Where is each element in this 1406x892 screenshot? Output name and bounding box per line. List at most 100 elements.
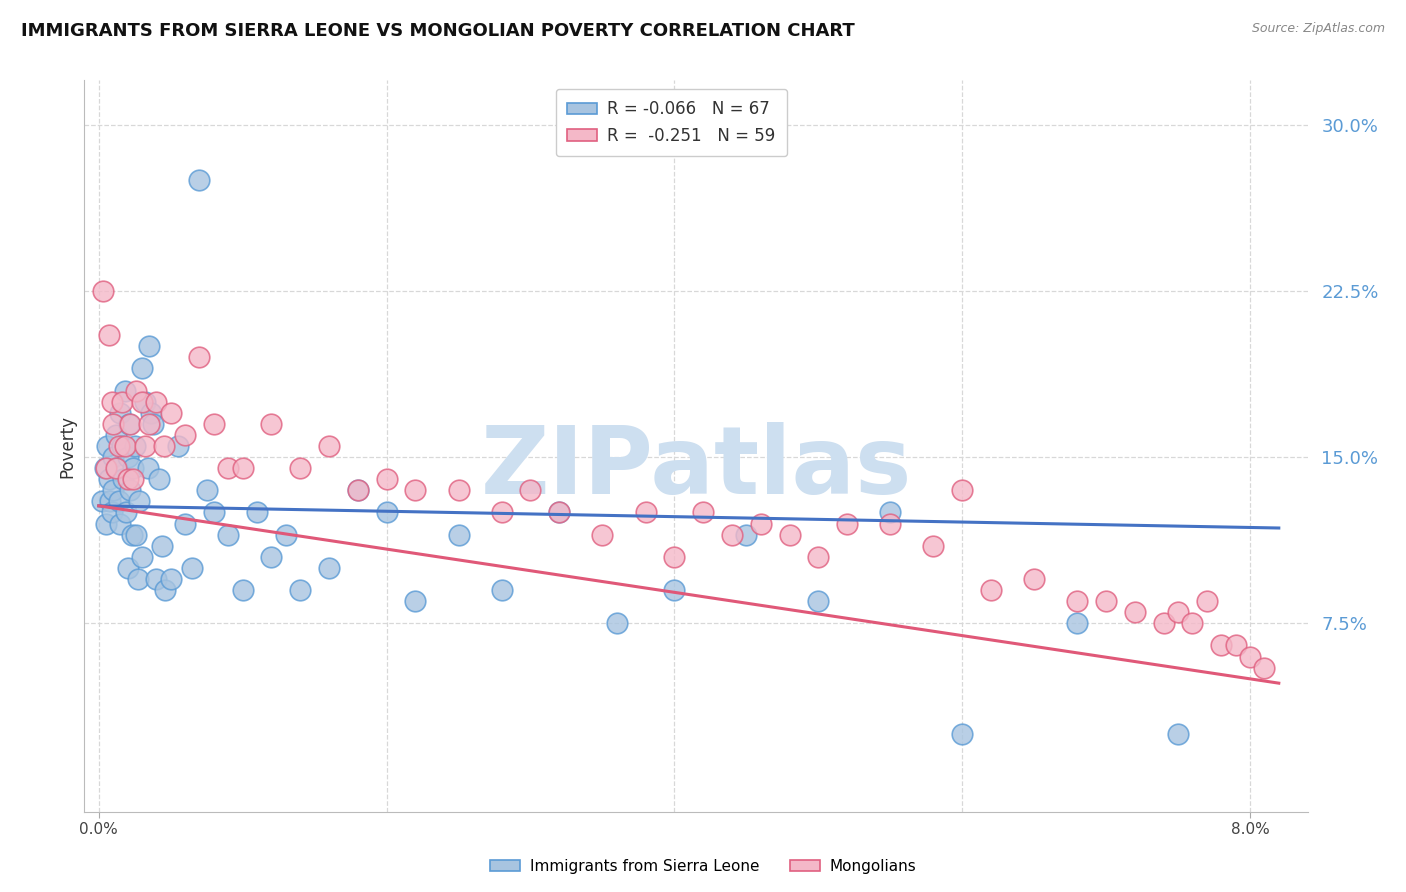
Legend: Immigrants from Sierra Leone, Mongolians: Immigrants from Sierra Leone, Mongolians [484,853,922,880]
Point [202,506,225,520]
Point [152,439,174,453]
Point [664,583,686,598]
Point [114,439,136,453]
Point [127,572,149,586]
Point [93,461,115,475]
Point [139,406,162,420]
Point [1167,605,1189,619]
Point [274,527,297,541]
Point [134,439,156,453]
Point [1195,594,1218,608]
Point [950,483,973,498]
Point [94,516,117,531]
Point [101,450,124,464]
Point [922,539,945,553]
Point [447,527,470,541]
Point [142,417,165,431]
Text: IMMIGRANTS FROM SIERRA LEONE VS MONGOLIAN POVERTY CORRELATION CHART: IMMIGRANTS FROM SIERRA LEONE VS MONGOLIA… [21,22,855,40]
Point [404,483,426,498]
Point [634,506,657,520]
Point [1095,594,1118,608]
Point [134,394,156,409]
Point [1024,572,1046,586]
Point [404,594,426,608]
Point [117,450,139,464]
Point [97,328,120,343]
Point [110,516,132,531]
Point [491,506,513,520]
Point [131,361,153,376]
Point [138,339,160,353]
Point [835,516,858,531]
Point [217,461,239,475]
Point [217,527,239,541]
Point [188,173,211,187]
Point [807,594,830,608]
Point [807,549,830,564]
Point [1225,639,1247,653]
Point [1167,727,1189,741]
Y-axis label: Poverty: Poverty [58,415,76,477]
Point [138,417,160,431]
Point [94,461,117,475]
Point [202,417,225,431]
Point [91,284,114,298]
Point [735,527,758,541]
Point [101,483,124,498]
Point [664,549,686,564]
Point [591,527,613,541]
Text: Source: ZipAtlas.com: Source: ZipAtlas.com [1251,22,1385,36]
Point [232,461,254,475]
Point [1253,660,1275,674]
Point [107,461,129,475]
Point [105,428,128,442]
Point [375,472,398,486]
Point [117,472,139,486]
Point [1239,649,1261,664]
Point [779,527,801,541]
Point [128,494,150,508]
Point [1066,594,1088,608]
Point [174,428,197,442]
Point [131,549,153,564]
Point [181,561,204,575]
Point [159,572,181,586]
Point [721,527,744,541]
Point [98,494,121,508]
Point [260,417,283,431]
Point [980,583,1002,598]
Point [122,461,145,475]
Point [290,461,312,475]
Point [318,439,340,453]
Point [246,506,269,520]
Point [375,506,398,520]
Point [115,506,138,520]
Text: ZIPatlas: ZIPatlas [481,422,911,514]
Point [950,727,973,741]
Point [318,561,340,575]
Point [260,549,283,564]
Point [145,394,167,409]
Point [96,439,118,453]
Point [879,506,901,520]
Point [1066,616,1088,631]
Point [150,539,173,553]
Point [1211,639,1233,653]
Point [117,561,139,575]
Point [174,516,197,531]
Point [1153,616,1175,631]
Point [548,506,571,520]
Point [101,417,124,431]
Point [120,417,142,431]
Point [122,472,145,486]
Point [195,483,218,498]
Point [124,439,146,453]
Point [148,472,170,486]
Point [519,483,541,498]
Point [749,516,772,531]
Point [125,384,148,398]
Point [346,483,368,498]
Point [491,583,513,598]
Point [167,439,190,453]
Point [1123,605,1146,619]
